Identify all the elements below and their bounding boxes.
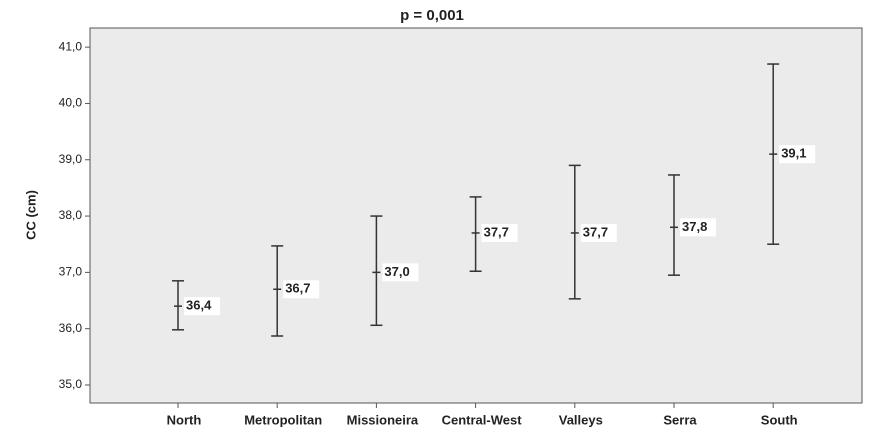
x-tick-label: Missioneira [347, 412, 419, 427]
value-label: 39,1 [781, 146, 806, 161]
value-label: 37,7 [583, 224, 608, 239]
x-tick-label: Metropolitan [244, 412, 322, 427]
y-tick-label: 39,0 [59, 152, 83, 166]
value-label-box [184, 297, 220, 316]
value-label: 36,4 [186, 298, 212, 313]
y-tick-label: 35,0 [59, 377, 83, 391]
x-tick-label: Central-West [442, 412, 523, 427]
value-label: 36,7 [285, 281, 310, 296]
value-label-box [580, 223, 617, 242]
y-tick-label: 37,0 [59, 265, 83, 279]
value-label-box [283, 280, 320, 299]
x-tick-label: Serra [663, 412, 697, 427]
value-label-box [382, 263, 419, 282]
x-tick-label: South [761, 412, 798, 427]
value-label: 37,0 [384, 264, 409, 279]
y-tick-label: 40,0 [59, 96, 83, 110]
x-tick-label: North [167, 412, 202, 427]
y-tick-label: 41,0 [59, 39, 83, 53]
value-label: 37,8 [682, 219, 707, 234]
y-axis-label: CC (cm) [23, 190, 38, 240]
y-tick-label: 36,0 [59, 321, 83, 335]
chart-title: p = 0,001 [400, 7, 464, 24]
value-label-box [680, 218, 716, 237]
y-tick-label: 38,0 [59, 208, 83, 222]
value-label: 37,7 [484, 224, 509, 239]
x-tick-label: Valleys [559, 412, 603, 427]
value-label-box [779, 145, 816, 164]
value-label-box [481, 223, 518, 242]
